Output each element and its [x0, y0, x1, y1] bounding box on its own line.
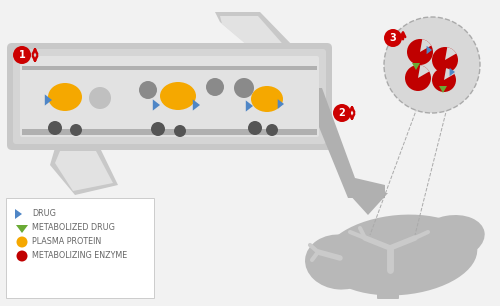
- Polygon shape: [55, 151, 113, 191]
- Polygon shape: [439, 86, 447, 93]
- Circle shape: [405, 65, 431, 91]
- Ellipse shape: [375, 275, 405, 297]
- Polygon shape: [278, 99, 284, 109]
- Text: METABOLIZED DRUG: METABOLIZED DRUG: [32, 223, 115, 233]
- Circle shape: [139, 81, 157, 99]
- Text: METABOLIZING ENZYME: METABOLIZING ENZYME: [32, 252, 127, 260]
- Polygon shape: [246, 100, 253, 112]
- Circle shape: [48, 121, 62, 135]
- Circle shape: [333, 104, 351, 122]
- Ellipse shape: [48, 83, 82, 111]
- FancyBboxPatch shape: [22, 129, 317, 135]
- Circle shape: [234, 78, 254, 98]
- Circle shape: [248, 121, 262, 135]
- Circle shape: [384, 17, 480, 113]
- Ellipse shape: [251, 86, 283, 112]
- Text: DRUG: DRUG: [32, 210, 56, 218]
- Ellipse shape: [160, 82, 196, 110]
- Ellipse shape: [416, 215, 484, 261]
- Wedge shape: [418, 65, 430, 78]
- Circle shape: [384, 29, 402, 47]
- Circle shape: [151, 122, 165, 136]
- Circle shape: [16, 251, 28, 262]
- Circle shape: [432, 68, 456, 92]
- FancyBboxPatch shape: [13, 49, 326, 144]
- Polygon shape: [348, 193, 388, 215]
- Wedge shape: [444, 68, 454, 80]
- Polygon shape: [220, 16, 288, 52]
- FancyBboxPatch shape: [20, 56, 319, 137]
- Polygon shape: [16, 225, 28, 233]
- Circle shape: [16, 237, 28, 248]
- FancyBboxPatch shape: [6, 198, 154, 298]
- Circle shape: [432, 47, 458, 73]
- Polygon shape: [450, 68, 455, 76]
- Text: 3: 3: [390, 33, 396, 43]
- Text: 2: 2: [338, 108, 345, 118]
- Polygon shape: [15, 209, 22, 219]
- Ellipse shape: [305, 234, 375, 289]
- Polygon shape: [426, 46, 432, 54]
- FancyBboxPatch shape: [377, 281, 399, 299]
- Polygon shape: [412, 63, 420, 70]
- Circle shape: [206, 78, 224, 96]
- Wedge shape: [445, 47, 456, 60]
- Text: 1: 1: [18, 50, 26, 60]
- Circle shape: [13, 46, 31, 64]
- Circle shape: [407, 39, 433, 65]
- Ellipse shape: [322, 215, 478, 295]
- Polygon shape: [302, 88, 385, 198]
- Wedge shape: [420, 39, 432, 52]
- Circle shape: [266, 124, 278, 136]
- Polygon shape: [153, 99, 160, 110]
- Polygon shape: [50, 148, 118, 195]
- Polygon shape: [45, 94, 52, 106]
- Circle shape: [70, 124, 82, 136]
- Circle shape: [89, 87, 111, 109]
- FancyBboxPatch shape: [22, 66, 317, 70]
- Text: PLASMA PROTEIN: PLASMA PROTEIN: [32, 237, 101, 247]
- FancyBboxPatch shape: [7, 43, 332, 150]
- Polygon shape: [215, 12, 295, 55]
- Polygon shape: [193, 99, 200, 110]
- Circle shape: [174, 125, 186, 137]
